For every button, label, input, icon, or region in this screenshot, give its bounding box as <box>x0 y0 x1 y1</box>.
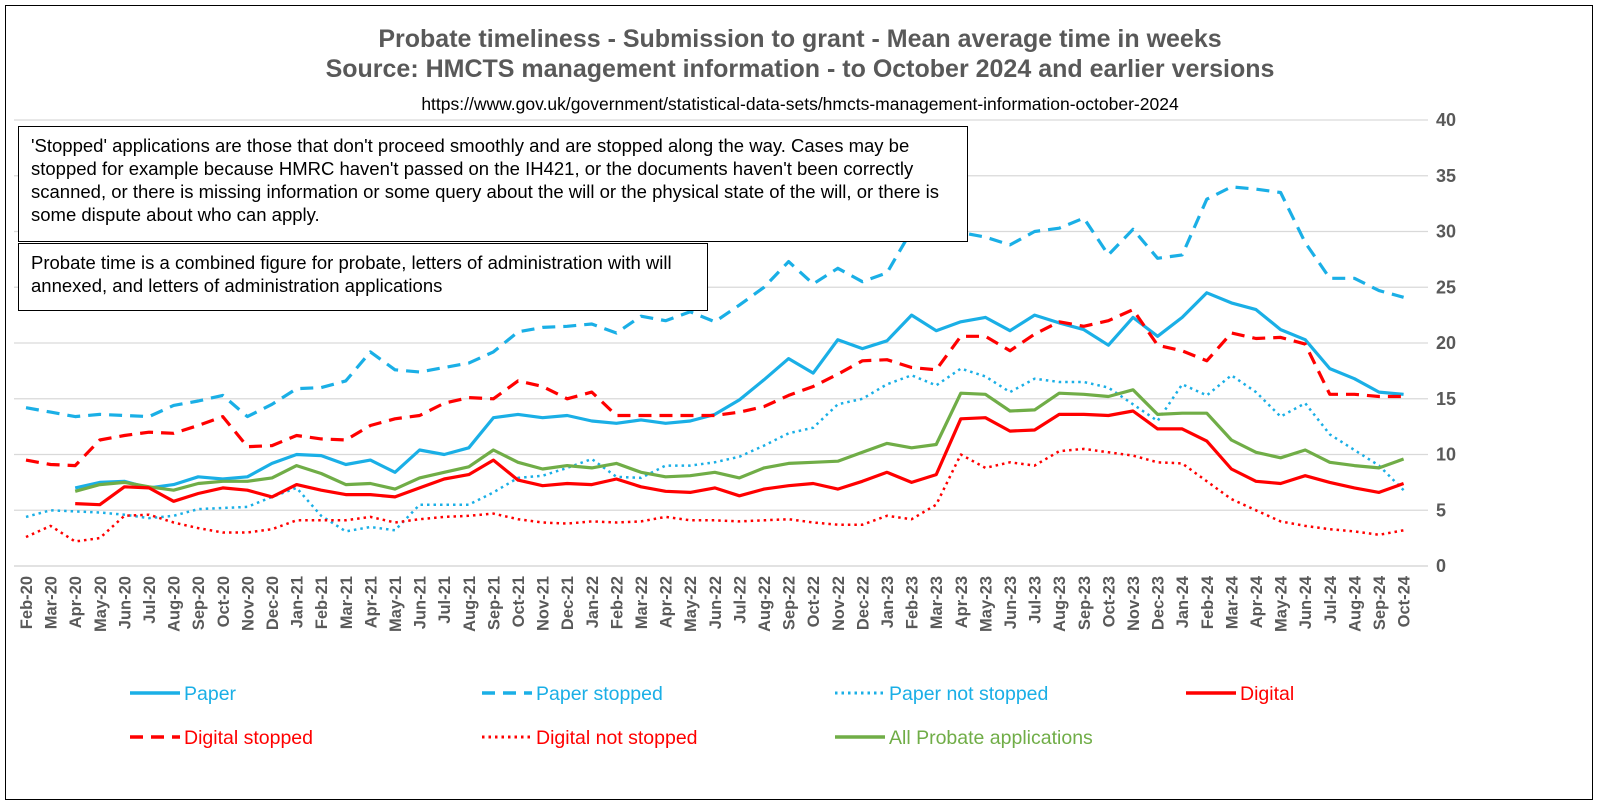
chart-frame <box>5 5 1593 800</box>
legend-label: Paper not stopped <box>889 683 1048 705</box>
x-tick-label: Aug-21 <box>461 576 479 632</box>
legend-item: Digital <box>1186 683 1294 705</box>
x-tick-label: May-24 <box>1273 575 1291 632</box>
x-tick-label: Jun-22 <box>707 576 725 629</box>
x-tick-label: Aug-20 <box>166 576 184 632</box>
series-line-paper-not-stopped <box>25 367 1405 533</box>
x-tick-label: Aug-23 <box>1051 576 1069 632</box>
x-tick-label: May-22 <box>682 576 700 632</box>
x-tick-label: Feb-20 <box>18 576 36 629</box>
x-tick-label: Nov-22 <box>830 576 848 631</box>
legend-item: Digital stopped <box>130 727 313 749</box>
x-tick-label: Jun-21 <box>412 576 430 629</box>
y-tick-label: 35 <box>1436 166 1456 186</box>
source-url: https://www.gov.uk/government/statistica… <box>421 94 1179 114</box>
series-line-paper-stopped <box>25 185 1405 419</box>
x-tick-label: Mar-21 <box>338 576 356 629</box>
y-tick-label: 20 <box>1436 333 1456 353</box>
x-tick-label: Feb-22 <box>608 576 626 629</box>
legend-label: Digital <box>1240 683 1294 705</box>
x-tick-label: Mar-22 <box>633 576 651 629</box>
chart-title: Probate timeliness - Submission to grant… <box>378 25 1222 53</box>
series-line-digital-not-stopped <box>25 447 1404 543</box>
y-tick-label: 0 <box>1436 556 1446 576</box>
x-tick-label: Oct-20 <box>215 576 233 627</box>
x-tick-label: Jan-23 <box>879 576 897 628</box>
x-tick-label: Apr-20 <box>67 576 85 628</box>
x-tick-label: Dec-22 <box>854 576 872 630</box>
x-tick-label: May-23 <box>977 576 995 632</box>
x-tick-label: Jul-21 <box>436 576 454 624</box>
y-tick-label: 25 <box>1436 277 1456 297</box>
probate-time-note: Probate time is a combined figure for pr… <box>18 243 708 311</box>
y-tick-label: 30 <box>1436 222 1456 242</box>
x-tick-label: Jan-24 <box>1174 575 1192 628</box>
legend-item: Digital not stopped <box>482 727 698 749</box>
x-tick-label: Sep-24 <box>1371 575 1389 630</box>
x-tick-label: Dec-23 <box>1150 576 1168 630</box>
legend-item: Paper stopped <box>482 683 663 705</box>
x-tick-label: May-20 <box>92 576 110 632</box>
y-tick-label: 15 <box>1436 389 1456 409</box>
x-tick-label: Mar-20 <box>43 576 61 629</box>
x-tick-label: Feb-23 <box>904 576 922 629</box>
x-tick-label: Sep-20 <box>190 576 208 630</box>
x-tick-label: Jul-22 <box>731 576 749 624</box>
series-line-paper <box>74 291 1404 490</box>
legend-label: Paper stopped <box>536 683 663 705</box>
y-tick-label: 5 <box>1436 500 1446 520</box>
x-tick-label: Aug-24 <box>1346 575 1364 632</box>
legend-label: Digital not stopped <box>536 727 698 749</box>
x-tick-label: Jul-20 <box>141 576 159 624</box>
y-axis: 0 5 10 15 20 25 30 35 40 <box>1436 110 1456 576</box>
x-tick-label: Mar-24 <box>1223 575 1241 629</box>
x-tick-label: Oct-23 <box>1100 576 1118 627</box>
x-tick-label: Sep-22 <box>781 576 799 630</box>
x-tick-label: Aug-22 <box>756 576 774 632</box>
x-tick-label: Sep-21 <box>485 576 503 630</box>
x-tick-label: Apr-24 <box>1248 575 1266 628</box>
x-tick-label: Apr-21 <box>362 576 380 628</box>
x-tick-label: Apr-22 <box>658 576 676 628</box>
x-tick-label: Oct-22 <box>805 576 823 627</box>
x-tick-label: Oct-24 <box>1396 575 1414 627</box>
x-tick-label: Jun-24 <box>1297 575 1315 629</box>
series-line-all-probate-applications <box>74 388 1405 493</box>
legend-label: All Probate applications <box>889 727 1093 749</box>
x-tick-label: Jul-23 <box>1027 576 1045 624</box>
x-tick-label: Nov-23 <box>1125 576 1143 631</box>
x-tick-label: Jan-22 <box>584 576 602 628</box>
x-tick-label: Mar-23 <box>928 576 946 629</box>
x-tick-label: Jun-23 <box>1002 576 1020 629</box>
x-tick-label: Nov-20 <box>239 576 257 631</box>
y-tick-label: 40 <box>1436 110 1456 130</box>
series-line-digital-stopped <box>25 308 1404 468</box>
x-axis: Feb-20 Mar-20 Apr-20 May-20 Jun-20 Jul-20 Aug-… <box>18 575 1414 632</box>
legend-label: Digital stopped <box>184 727 313 749</box>
legend-item: Paper <box>130 683 237 705</box>
x-tick-label: Feb-24 <box>1199 575 1217 629</box>
legend-item: Paper not stopped <box>835 683 1048 705</box>
x-tick-label: May-21 <box>387 576 405 632</box>
x-tick-label: Oct-21 <box>510 576 528 627</box>
x-tick-label: Nov-21 <box>535 576 553 631</box>
x-tick-label: Dec-21 <box>559 576 577 630</box>
x-tick-label: Jan-21 <box>289 576 307 628</box>
series-line-digital <box>75 409 1405 507</box>
legend: Paper Paper stopped Paper not stopped Digit… <box>130 683 1294 749</box>
x-tick-label: Feb-21 <box>313 576 331 629</box>
x-tick-label: Apr-23 <box>953 576 971 628</box>
chart-subtitle: Source: HMCTS management information - t… <box>325 55 1275 83</box>
x-tick-label: Sep-23 <box>1076 576 1094 630</box>
x-tick-label: Jun-20 <box>116 576 134 629</box>
legend-label: Paper <box>184 683 237 705</box>
x-tick-label: Dec-20 <box>264 576 282 630</box>
x-tick-label: Jul-24 <box>1322 575 1340 624</box>
legend-item: All Probate applications <box>835 727 1093 749</box>
stopped-definition-note: 'Stopped' applications are those that do… <box>18 126 968 242</box>
y-tick-label: 10 <box>1436 445 1456 465</box>
series-lines <box>25 185 1405 543</box>
